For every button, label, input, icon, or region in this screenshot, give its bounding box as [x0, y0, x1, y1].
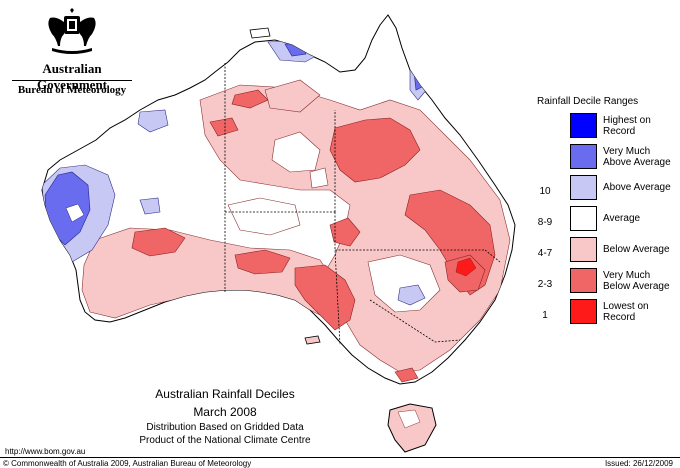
legend-label-line: Average	[603, 213, 641, 224]
legend-label-line: Very Much	[603, 146, 651, 157]
state-borders	[224, 63, 501, 346]
legend-range: 2-3	[537, 279, 553, 290]
map-date: March 2008	[193, 405, 257, 419]
legend-label: Highest on Record	[603, 115, 678, 137]
above-average-region	[137, 109, 169, 133]
legend-label-line: Below Average	[603, 281, 670, 292]
average-region	[309, 167, 329, 189]
very-much-above-average-region	[413, 69, 425, 91]
legend-swatch	[570, 175, 597, 200]
tasmania-average-region	[397, 409, 421, 429]
average-region	[227, 197, 301, 236]
legend-label: Very Much Below Average	[603, 270, 678, 292]
very-much-below-average-region	[329, 117, 421, 183]
legend-label-line: Below Average	[603, 244, 670, 255]
legend-label: Below Average	[603, 244, 678, 255]
above-average-region	[397, 284, 426, 306]
legend-label-line: Above Average	[603, 182, 671, 193]
bureau-title: Bureau of Meteorology	[17, 84, 127, 96]
legend-range: 10	[539, 186, 551, 197]
legend-title: Rainfall Decile Ranges	[537, 96, 639, 107]
legend-label-line: Lowest on	[603, 301, 649, 312]
copyright-text: © Commonwealth of Australia 2009, Austra…	[3, 459, 252, 468]
very-much-below-average-region	[394, 367, 419, 383]
average-region	[65, 203, 85, 223]
map-title: Australian Rainfall Deciles	[155, 387, 295, 401]
legend-swatch	[570, 299, 597, 324]
coat-of-arms-icon	[48, 8, 96, 54]
legend-swatch	[570, 206, 597, 231]
legend-label-line: Record	[603, 126, 636, 137]
legend-label-line: Record	[603, 312, 636, 323]
logo-divider	[12, 80, 132, 81]
very-much-below-average-region	[329, 217, 361, 247]
map-subtitle-data: Distribution Based on Gridded Data	[146, 422, 304, 433]
below-average-region	[264, 79, 321, 113]
kangaroo-island	[304, 335, 321, 345]
legend-swatch	[570, 268, 597, 293]
legend-swatch	[570, 113, 597, 138]
legend-label-line: Highest on	[603, 115, 651, 126]
legend-range: 8-9	[537, 217, 553, 228]
very-much-below-average-region	[234, 249, 291, 275]
very-much-below-average-region	[231, 89, 269, 109]
footer-divider	[0, 457, 680, 458]
lowest-on-record-region	[455, 257, 477, 277]
very-much-below-average-region	[294, 264, 356, 331]
legend-label-line: Above Average	[603, 157, 671, 168]
legend-label: Lowest on Record	[603, 301, 678, 323]
issued-date: Issued: 26/12/2009	[604, 459, 673, 468]
legend-range: 1	[542, 310, 548, 321]
melville-island	[249, 27, 271, 39]
government-logo: Australian Government Bureau of Meteorol…	[8, 8, 136, 98]
very-much-below-average-region	[131, 227, 186, 257]
legend-label: Average	[603, 213, 678, 224]
legend-label-line: Very Much	[603, 270, 651, 281]
website-link[interactable]: http://www.bom.gov.au	[5, 447, 86, 456]
legend-swatch	[570, 144, 597, 169]
above-average-region	[139, 197, 161, 215]
legend-swatch	[570, 237, 597, 262]
legend-range: 4-7	[537, 248, 553, 259]
legend-label: Above Average	[603, 182, 678, 193]
map-subtitle-product: Product of the National Climate Centre	[139, 435, 311, 446]
legend-label: Very Much Above Average	[603, 146, 678, 168]
average-region	[271, 131, 321, 173]
